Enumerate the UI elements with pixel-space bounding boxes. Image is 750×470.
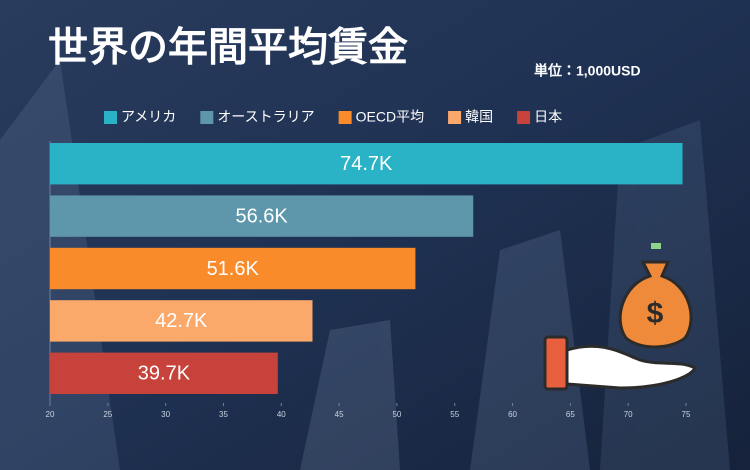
- x-tick-label: 20: [46, 410, 55, 419]
- x-tick-label: 30: [161, 410, 170, 419]
- legend-swatch: [104, 111, 117, 124]
- bar-value-label: 74.7K: [340, 153, 393, 175]
- icon-dollar: $: [647, 297, 664, 330]
- bar: [50, 300, 313, 342]
- icon-leaf: [651, 243, 661, 249]
- x-tick-label: 35: [219, 410, 228, 419]
- bar-value-label: 42.7K: [155, 310, 208, 332]
- bar: [50, 143, 683, 185]
- legend-swatch: [338, 111, 352, 124]
- x-tick-label: 65: [566, 410, 575, 419]
- bar-value-label: 39.7K: [138, 363, 191, 385]
- icon-sleeve: [543, 335, 569, 391]
- icon-money-hand: $: [543, 243, 697, 391]
- legend-label: OECD平均: [356, 109, 424, 125]
- chart-title: 世界の年間平均賃金: [48, 26, 408, 70]
- bar: [50, 247, 416, 290]
- icon-hand: [565, 344, 697, 390]
- x-tick-label: 45: [335, 410, 344, 419]
- icon-money-bag: [618, 260, 693, 349]
- x-tick-label: 50: [392, 410, 401, 419]
- legend-swatch: [517, 111, 531, 124]
- x-tick-label: 75: [682, 410, 691, 419]
- bar-value-label: 56.6K: [235, 205, 288, 227]
- legend-swatch: [448, 111, 462, 124]
- x-tick-label: 25: [103, 410, 112, 419]
- legend-label: オーストラリア: [217, 109, 314, 125]
- chart-subtitle: 単位：1,000USD: [534, 63, 641, 79]
- x-tick-label: 70: [624, 410, 633, 419]
- bar: [50, 195, 474, 237]
- x-tick-label: 60: [508, 410, 517, 419]
- legend-label: 日本: [534, 109, 562, 125]
- legend-label: 韓国: [465, 109, 493, 125]
- bar-value-label: 51.6K: [207, 258, 260, 280]
- legend-label: アメリカ: [121, 109, 176, 125]
- bar: [50, 352, 278, 394]
- legend-swatch: [200, 111, 214, 124]
- x-tick-label: 40: [277, 410, 286, 419]
- x-tick-label: 55: [450, 410, 459, 419]
